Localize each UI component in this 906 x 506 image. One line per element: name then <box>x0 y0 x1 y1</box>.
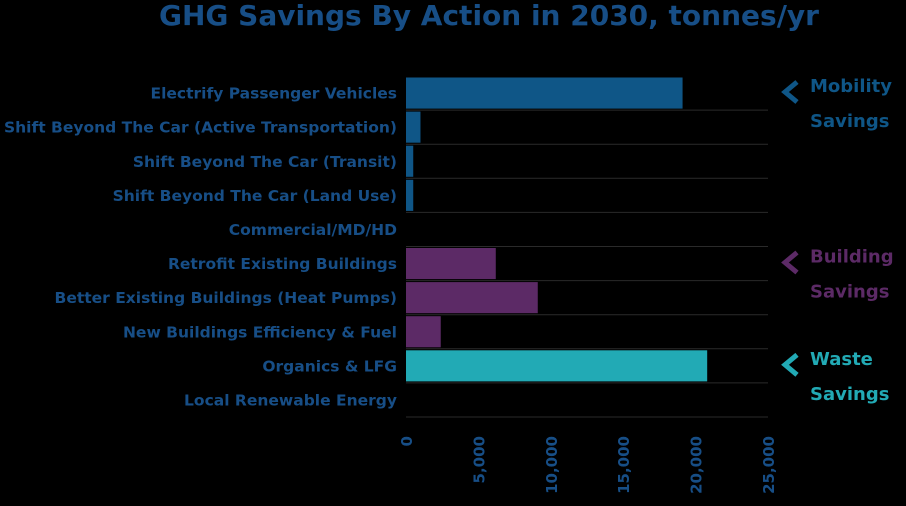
chevron-left-icon <box>781 250 799 275</box>
x-tick-label: 20,000 <box>688 436 706 494</box>
chevron-left-icon <box>781 352 799 377</box>
category-label: Shift Beyond The Car (Land Use) <box>113 187 397 205</box>
x-tick-label: 0 <box>398 436 416 446</box>
group-label-line1: Building <box>810 247 894 268</box>
group-label-line2: Savings <box>810 282 889 303</box>
bar <box>406 77 683 109</box>
bar <box>406 179 414 211</box>
bar <box>406 248 496 280</box>
group-annotations: Mobility Savings Building Savings Waste Savin… <box>781 76 894 405</box>
category-label: Organics & LFG <box>262 357 397 375</box>
bar <box>406 145 414 177</box>
chevron-left-icon <box>781 80 799 104</box>
category-label: Shift Beyond The Car (Active Transportat… <box>4 119 397 137</box>
category-label: Local Renewable Energy <box>184 391 397 409</box>
category-labels: Electrify Passenger Vehicles Shift Beyond… <box>4 85 397 410</box>
bar <box>406 111 421 143</box>
gridlines <box>406 109 768 418</box>
category-label: Better Existing Buildings (Heat Pumps) <box>55 289 398 307</box>
chart-title: GHG Savings By Action in 2030, tonnes/yr <box>159 0 819 32</box>
bars <box>406 77 708 382</box>
x-tick-label: 5,000 <box>470 436 488 483</box>
category-label: Electrify Passenger Vehicles <box>150 85 397 103</box>
bar <box>406 316 441 348</box>
group-label-line2: Savings <box>810 111 889 132</box>
x-tick-label: 10,000 <box>543 436 561 494</box>
bar <box>406 350 708 382</box>
group-label-line2: Savings <box>810 384 889 405</box>
x-axis: 0 5,000 10,000 15,000 20,000 25,000 <box>398 436 778 494</box>
group-label-line1: Mobility <box>810 76 892 97</box>
group-label-line1: Waste <box>810 349 873 370</box>
category-label: Shift Beyond The Car (Transit) <box>133 153 397 171</box>
x-tick-label: 25,000 <box>760 436 778 494</box>
bar <box>406 282 538 314</box>
category-label: New Buildings Efficiency & Fuel <box>123 323 397 341</box>
category-label: Commercial/MD/HD <box>229 221 397 239</box>
category-label: Retrofit Existing Buildings <box>168 255 397 273</box>
x-tick-label: 15,000 <box>615 436 633 494</box>
